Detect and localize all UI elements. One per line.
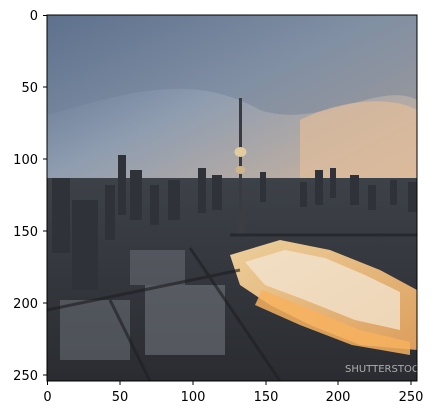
- tv-tower: [234, 98, 247, 235]
- parking-lots: [60, 250, 225, 360]
- x-tick-label: 200: [326, 390, 351, 405]
- x-tick-label: 100: [181, 390, 206, 405]
- roads: [47, 233, 417, 381]
- x-tick-label: 150: [254, 390, 279, 405]
- lit-complex: [230, 240, 417, 355]
- y-tick-label: 50: [21, 81, 38, 96]
- axes-frame: [46, 14, 418, 382]
- x-tick-label: 250: [399, 390, 424, 405]
- y-tick-label: 0: [30, 9, 38, 24]
- y-tick-label: 150: [13, 225, 38, 240]
- watermark: SHUTTERSTOCK: [345, 364, 426, 375]
- clouds: [47, 15, 417, 115]
- x-tick-label: 50: [112, 390, 129, 405]
- y-axis: 0 50 100 150 200 250: [13, 9, 47, 384]
- sunset-glow: [300, 101, 417, 180]
- x-tick-label: 0: [43, 390, 51, 405]
- x-axis: 0 50 100 150 200 250: [43, 381, 423, 405]
- y-tick-label: 200: [13, 297, 38, 312]
- photo: SHUTTERSTOCK: [47, 15, 426, 381]
- y-tick-label: 100: [13, 153, 38, 168]
- y-tick-label: 250: [13, 369, 38, 384]
- skyline: [52, 155, 417, 290]
